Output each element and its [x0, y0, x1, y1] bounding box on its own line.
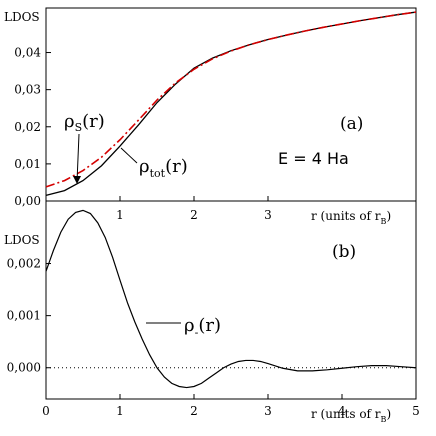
rho-s-argument: (r) [82, 111, 105, 132]
panel-a-x-axis-label: r (units of rB) [311, 209, 391, 226]
panel-a-x-axis-label-sub: B [381, 217, 387, 226]
panel-a-y-tick-label: 0,04 [14, 46, 41, 60]
panel-a-x-axis-label-main: r (units of r [311, 209, 381, 223]
panel-a-label: (a) [340, 114, 363, 134]
panel-b-y-tick-label: 0,001 [7, 309, 41, 323]
panel-a-x-tick-label: 3 [264, 208, 272, 222]
rho-tot-leader [120, 147, 138, 164]
rho-s-annotation: ρS(r) [64, 111, 105, 134]
panel-b-ticks [45, 263, 417, 399]
panel-a-y-axis-label: LDOS [4, 10, 40, 24]
series-line-rho_minus [45, 209, 417, 389]
panel-b-x-tick-label: 0 [42, 404, 50, 418]
panel-a-frame [45, 7, 417, 202]
rho-s-leader-arrowhead [73, 176, 81, 184]
panel-a-x-tick-labels: 1 2 3 [116, 208, 272, 222]
panel-a-ticks [46, 52, 269, 202]
panel-b-x-axis-label: r (units of rB) [311, 407, 391, 424]
panel-b-y-tick-label: 0,000 [7, 361, 41, 375]
panel-b-x-axis-label-sub: B [381, 415, 387, 424]
panel-b-x-axis-label-close: ) [386, 407, 391, 421]
panel-b-x-tick-labels: 0 1 2 3 4 5 [42, 404, 420, 418]
rho-tot-subscript: tot [150, 167, 166, 180]
panel-a-y-tick-label: 0,01 [14, 157, 41, 171]
panel-b-x-tick-label: 1 [116, 404, 124, 418]
panel-a-y-tick-label: 0,00 [14, 194, 41, 208]
panel-b-label: (b) [332, 242, 356, 262]
panel-a-x-tick-label: 1 [116, 208, 124, 222]
panel-a-y-tick-label: 0,02 [14, 120, 41, 134]
rho-minus-subscript: - [195, 326, 199, 339]
rho-tot-annotation: ρtot(r) [139, 156, 188, 180]
panel-b-x-tick-label: 3 [264, 404, 272, 418]
energy-annotation: E = 4 Ha [278, 149, 349, 168]
panel-b-x-tick-label: 5 [412, 404, 420, 418]
panel-b-y-axis-label: LDOS [4, 233, 40, 247]
panel-b: 0,000 0,001 0,002 0 1 2 3 4 5 LDOS (b) ρ-(r) r … [4, 200, 420, 424]
rho-minus-argument: (r) [198, 315, 221, 336]
panel-b-x-tick-label: 4 [338, 404, 346, 418]
rho-tot-symbol: ρ [139, 156, 150, 177]
panel-b-frame [45, 200, 417, 400]
panel-a-series [45, 11, 417, 197]
panel-b-series [45, 209, 417, 389]
rho-s-symbol: ρ [64, 111, 75, 132]
rho-minus-annotation: ρ-(r) [184, 315, 221, 339]
panel-b-y-tick-label: 0,002 [7, 257, 41, 271]
panel-a: 0,00 0,01 0,02 0,03 0,04 1 2 3 LDOS (a) E = 4 … [4, 7, 417, 226]
series-line-rho_s [45, 11, 417, 188]
panel-b-x-tick-label: 2 [190, 404, 198, 418]
panel-b-x-axis-label-main: r (units of r [311, 407, 381, 421]
rho-tot-argument: (r) [165, 156, 188, 177]
series-line-rho_tot [45, 11, 417, 197]
panel-b-y-tick-labels: 0,000 0,001 0,002 [7, 257, 41, 375]
rho-minus-symbol: ρ [184, 315, 195, 336]
rho-s-leader [76, 133, 80, 183]
rho-s-subscript: S [75, 121, 83, 134]
panel-a-y-tick-labels: 0,00 0,01 0,02 0,03 0,04 [14, 46, 41, 208]
panel-a-y-tick-label: 0,03 [14, 83, 41, 97]
panel-a-x-axis-label-close: ) [386, 209, 391, 223]
panel-a-x-tick-label: 2 [190, 208, 198, 222]
